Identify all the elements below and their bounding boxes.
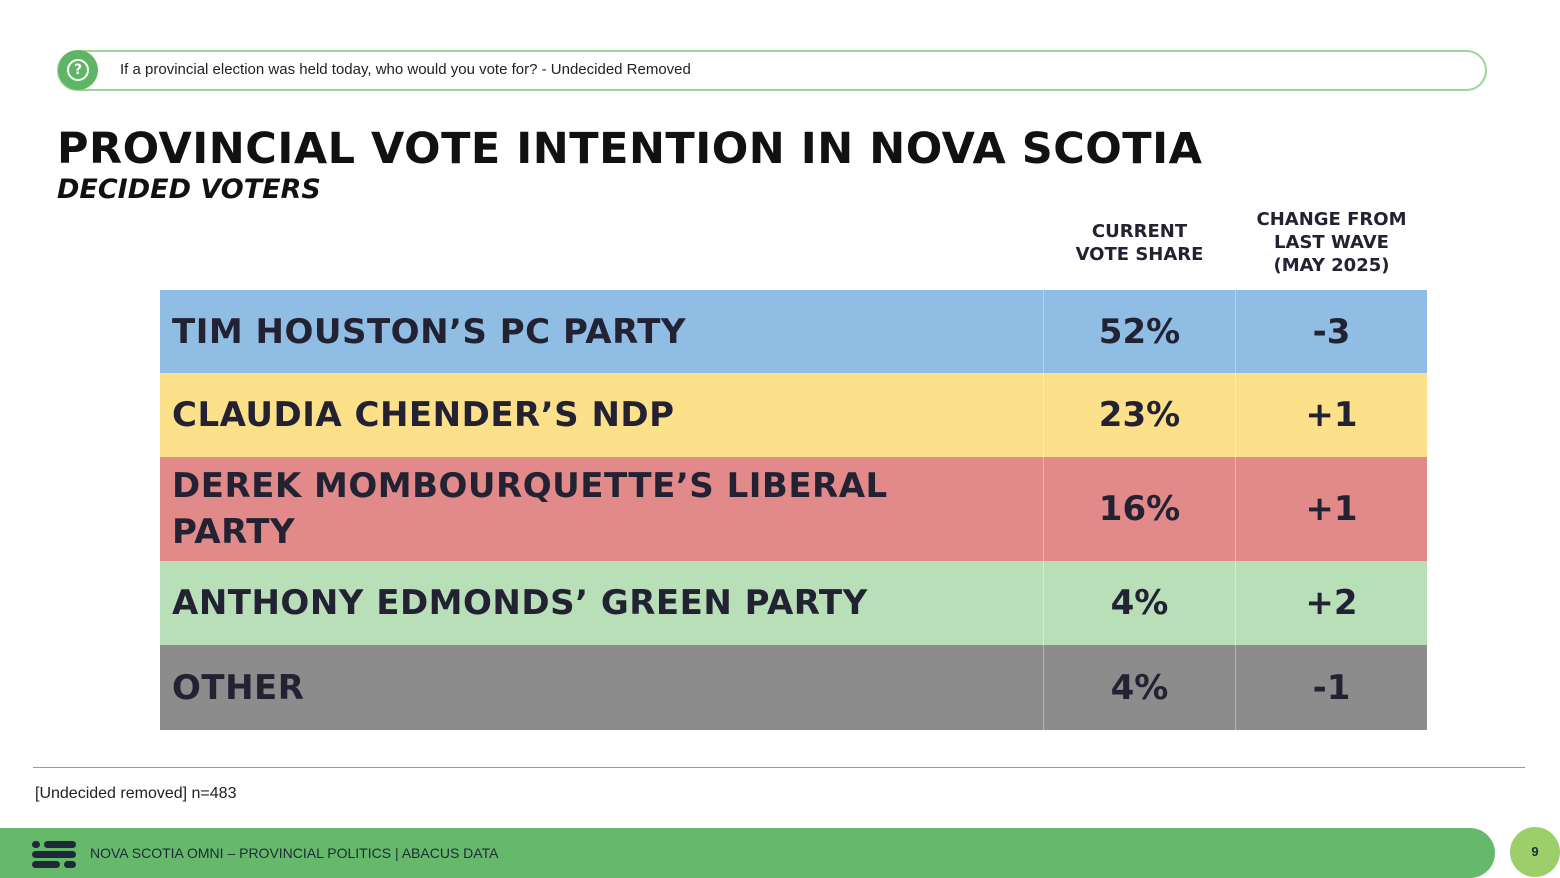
column-header-line: VOTE SHARE	[1075, 244, 1204, 265]
chart-title: PROVINCIAL VOTE INTENTION IN NOVA SCOTIA	[57, 124, 1203, 174]
footer-text: NOVA SCOTIA OMNI – PROVINCIAL POLITICS |…	[90, 845, 499, 861]
vote-share-value: 52%	[1043, 290, 1235, 373]
column-header-line: LAST WAVE	[1274, 232, 1389, 253]
party-name: TIM HOUSTON’S PC PARTY	[172, 311, 687, 352]
change-value: +1	[1235, 373, 1427, 457]
column-header-change: CHANGE FROM LAST WAVE (MAY 2025)	[1236, 208, 1427, 277]
column-header-line: (MAY 2025)	[1273, 255, 1390, 276]
chart-subtitle: DECIDED VOTERS	[57, 174, 321, 205]
vote-share-value: 4%	[1043, 561, 1235, 645]
change-value: +2	[1235, 561, 1427, 645]
change-value: -3	[1235, 290, 1427, 373]
vote-share-value: 4%	[1043, 645, 1235, 730]
party-row: TIM HOUSTON’S PC PARTY 52% -3	[160, 290, 1427, 373]
party-name: DEREK MOMBOURQUETTE’S LIBERAL PARTY	[172, 466, 888, 552]
party-name: CLAUDIA CHENDER’S NDP	[172, 395, 675, 435]
page-number: 9	[1510, 827, 1560, 877]
sample-size-footnote: [Undecided removed] n=483	[35, 785, 237, 802]
question-banner	[57, 50, 1487, 91]
question-circle-icon: ?	[58, 50, 98, 90]
party-row: CLAUDIA CHENDER’S NDP 23% +1	[160, 373, 1427, 457]
question-text: If a provincial election was held today,…	[120, 61, 691, 78]
column-header-line: CHANGE FROM	[1256, 209, 1407, 230]
party-name: OTHER	[172, 667, 305, 708]
column-header-current-vote-share: CURRENT VOTE SHARE	[1044, 220, 1235, 266]
vote-intention-table: TIM HOUSTON’S PC PARTY 52% -3 CLAUDIA CHEND…	[160, 290, 1427, 730]
change-value: -1	[1235, 645, 1427, 730]
party-name: ANTHONY EDMONDS’ GREEN PARTY	[172, 583, 868, 623]
footer-divider	[33, 767, 1525, 768]
footer-bar	[0, 828, 1495, 878]
party-row: ANTHONY EDMONDS’ GREEN PARTY 4% +2	[160, 561, 1427, 645]
party-row: DEREK MOMBOURQUETTE’S LIBERAL PARTY 16% +1	[160, 457, 1427, 561]
change-value: +1	[1235, 457, 1427, 561]
abacus-logo-icon	[30, 838, 78, 868]
party-row: OTHER 4% -1	[160, 645, 1427, 730]
vote-share-value: 16%	[1043, 457, 1235, 561]
column-header-line: CURRENT	[1091, 221, 1188, 242]
vote-share-value: 23%	[1043, 373, 1235, 457]
